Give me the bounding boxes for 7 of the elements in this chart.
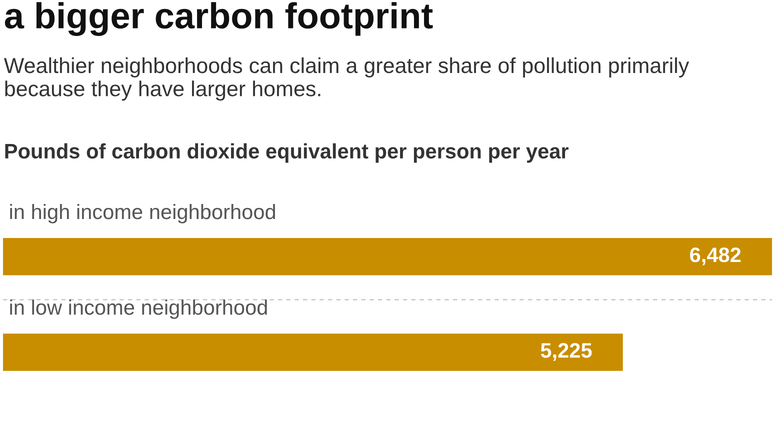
data-label: 5,225	[540, 343, 592, 361]
y-tick-label: in high income neighborhood	[10, 204, 276, 224]
chart-title: a bigger carbon footprint	[4, 2, 433, 36]
chart-subtitle: Wealthier neighborhoods can claim a greater share of pollution primarily because they have larger homes.	[4, 57, 690, 101]
x-axis-title: Pounds of carbon dioxide equivalent per person per year	[5, 143, 568, 163]
y-tick-label: in low income neighborhood	[10, 300, 267, 319]
data-label: 6,482	[690, 248, 741, 266]
